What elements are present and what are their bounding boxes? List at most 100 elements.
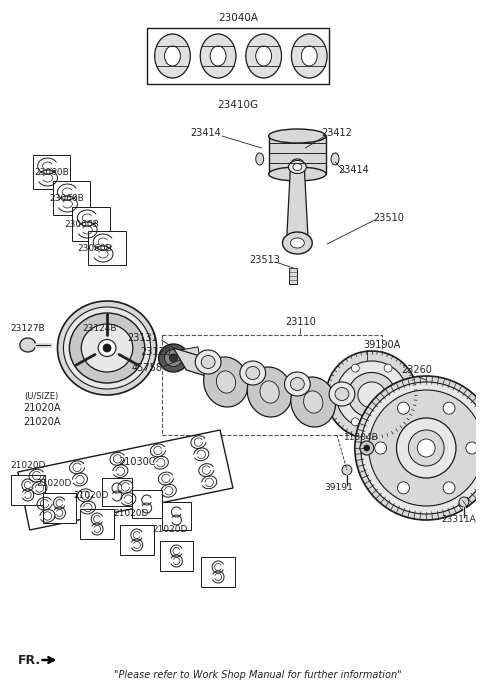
Ellipse shape [58, 301, 156, 395]
Bar [289, 268, 298, 284]
Ellipse shape [158, 344, 188, 372]
Ellipse shape [291, 34, 327, 78]
FancyBboxPatch shape [88, 231, 126, 265]
Ellipse shape [247, 367, 292, 417]
Ellipse shape [342, 465, 352, 475]
Bar [162, 502, 192, 530]
Circle shape [400, 391, 408, 399]
Text: 21020D: 21020D [10, 462, 46, 471]
Ellipse shape [98, 339, 116, 356]
Text: 23127B: 23127B [11, 323, 45, 332]
Ellipse shape [290, 378, 304, 391]
Ellipse shape [155, 34, 190, 78]
Polygon shape [287, 167, 308, 243]
Text: 23060B: 23060B [77, 244, 112, 252]
FancyBboxPatch shape [52, 181, 90, 215]
Ellipse shape [256, 153, 264, 165]
Ellipse shape [256, 46, 272, 66]
Bar [147, 28, 329, 84]
Bar [120, 525, 154, 555]
Bar [180, 347, 199, 358]
Bar [11, 475, 45, 505]
Circle shape [397, 402, 409, 414]
FancyBboxPatch shape [72, 207, 110, 241]
Polygon shape [173, 348, 377, 428]
Ellipse shape [290, 238, 304, 248]
Text: 23124B: 23124B [82, 323, 116, 332]
Bar [159, 541, 193, 571]
Text: 21020A: 21020A [23, 417, 60, 427]
Circle shape [384, 418, 392, 426]
Ellipse shape [304, 391, 323, 413]
Text: 23040A: 23040A [218, 13, 258, 23]
Text: 23513: 23513 [249, 255, 280, 265]
Ellipse shape [358, 382, 385, 408]
Circle shape [466, 442, 478, 454]
Text: 21020D: 21020D [73, 491, 109, 500]
Text: "Please refer to Work Shop Manual for further information": "Please refer to Work Shop Manual for fu… [114, 670, 402, 680]
Circle shape [360, 441, 374, 455]
Bar [132, 490, 162, 518]
Text: 45758: 45758 [131, 363, 162, 373]
Circle shape [443, 482, 455, 494]
Ellipse shape [81, 324, 133, 372]
Text: (U/SIZE): (U/SIZE) [24, 392, 59, 402]
Text: 23131: 23131 [127, 333, 158, 343]
Circle shape [408, 430, 444, 466]
Text: 23120: 23120 [140, 347, 171, 357]
Ellipse shape [103, 344, 111, 352]
Bar [80, 509, 114, 539]
Ellipse shape [336, 361, 408, 429]
Circle shape [351, 364, 360, 372]
Text: 23410G: 23410G [217, 100, 258, 110]
Ellipse shape [331, 153, 339, 165]
Text: 11304B: 11304B [345, 433, 379, 442]
Ellipse shape [288, 160, 306, 173]
Ellipse shape [70, 313, 145, 383]
Text: 21030C: 21030C [118, 457, 156, 467]
Text: 21020D: 21020D [153, 524, 188, 533]
Text: 23412: 23412 [322, 128, 352, 138]
Bar [102, 478, 132, 506]
Text: 21020A: 21020A [23, 403, 60, 413]
Circle shape [384, 364, 392, 372]
Ellipse shape [216, 371, 236, 393]
Circle shape [375, 442, 386, 454]
Ellipse shape [246, 367, 260, 380]
Text: 23414: 23414 [190, 128, 221, 138]
Text: 23311A: 23311A [442, 515, 476, 524]
Text: 23060B: 23060B [49, 193, 84, 202]
Text: 23110: 23110 [285, 317, 316, 327]
Ellipse shape [201, 356, 215, 369]
Circle shape [369, 390, 480, 506]
Circle shape [335, 391, 343, 399]
Text: 23414: 23414 [338, 165, 369, 175]
Ellipse shape [260, 381, 279, 403]
Text: 21020D: 21020D [113, 508, 148, 517]
Circle shape [396, 418, 456, 478]
Text: FR.: FR. [18, 654, 41, 667]
FancyBboxPatch shape [33, 155, 71, 189]
Circle shape [355, 376, 480, 520]
Ellipse shape [329, 382, 355, 406]
Ellipse shape [240, 361, 265, 385]
Bar [162, 335, 382, 435]
Circle shape [364, 445, 370, 451]
Ellipse shape [63, 307, 151, 389]
Text: 21020D: 21020D [37, 480, 72, 488]
Ellipse shape [20, 338, 36, 352]
Ellipse shape [165, 46, 180, 66]
Circle shape [397, 482, 409, 494]
Bar [269, 136, 326, 174]
Polygon shape [18, 430, 233, 530]
Ellipse shape [285, 372, 310, 396]
Bar [43, 493, 76, 523]
Ellipse shape [459, 497, 469, 507]
Ellipse shape [204, 357, 249, 407]
Circle shape [351, 418, 360, 426]
Circle shape [417, 439, 435, 457]
Text: 23060B: 23060B [64, 219, 99, 228]
Circle shape [443, 402, 455, 414]
Text: 23510: 23510 [373, 213, 404, 223]
Text: 23260: 23260 [401, 365, 432, 375]
